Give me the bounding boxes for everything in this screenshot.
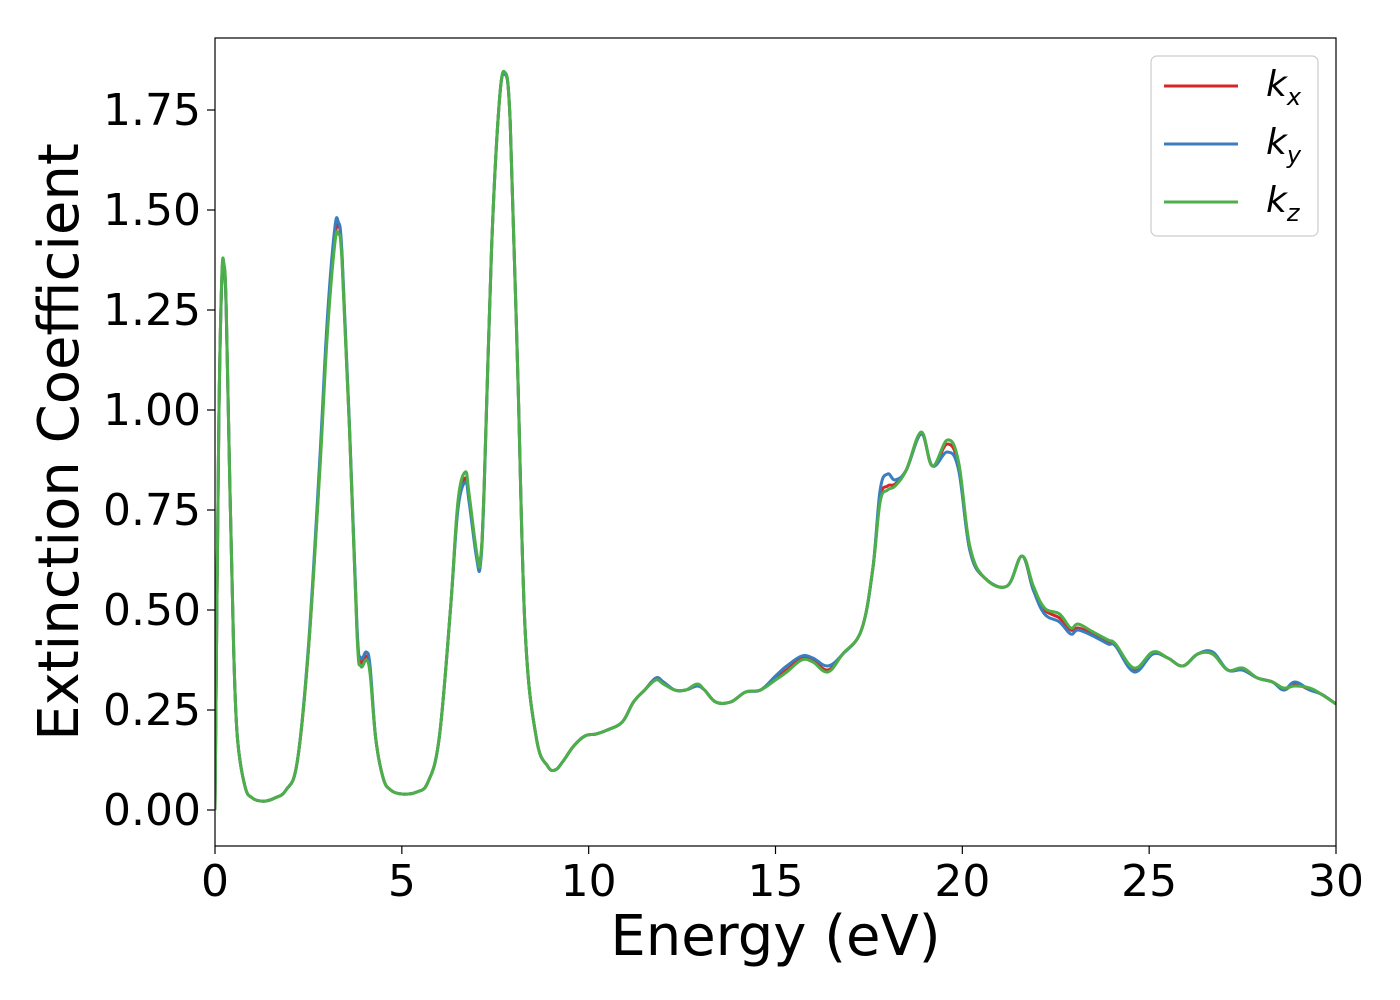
y-tick-label: 1.50 (103, 185, 201, 236)
legend-label-main: k (1266, 180, 1289, 221)
x-tick-label: 5 (388, 856, 416, 907)
series-line-kz (215, 69, 1336, 811)
legend-box (1150, 55, 1319, 237)
y-tick-label: 1.00 (103, 385, 201, 436)
legend-label-main: k (1266, 64, 1289, 105)
y-tick-label: 1.75 (103, 85, 201, 136)
x-tick-label: 20 (934, 856, 990, 907)
x-tick-label: 10 (561, 856, 617, 907)
y-axis-label: Extinction Coefficient (27, 143, 92, 741)
x-tick-label: 0 (201, 856, 229, 907)
y-axis-ticks: 0.00 0.25 0.50 0.75 1.00 1.25 1.50 1.75 (103, 85, 215, 836)
x-tick-label: 25 (1121, 856, 1177, 907)
legend-label-subscript: x (1286, 83, 1302, 111)
x-axis-ticks: 0 5 10 15 20 25 30 (201, 846, 1364, 907)
y-tick-label: 1.25 (103, 285, 201, 336)
legend-label-main: k (1266, 122, 1289, 163)
legend-label-ky: ky (1266, 122, 1302, 169)
legend-label-kz: kz (1266, 180, 1301, 227)
legend-label-subscript: y (1286, 141, 1302, 169)
y-tick-label: 0.50 (103, 585, 201, 636)
y-tick-label: 0.25 (103, 685, 201, 736)
legend-label-subscript: z (1286, 199, 1301, 227)
y-tick-label: 0.00 (103, 785, 201, 836)
y-tick-label: 0.75 (103, 485, 201, 536)
legend-label-kx: kx (1266, 64, 1302, 111)
x-tick-label: 15 (748, 856, 804, 907)
plot-lines-group (215, 69, 1336, 811)
x-tick-label: 30 (1308, 856, 1364, 907)
x-axis-label: Energy (eV) (610, 904, 940, 969)
